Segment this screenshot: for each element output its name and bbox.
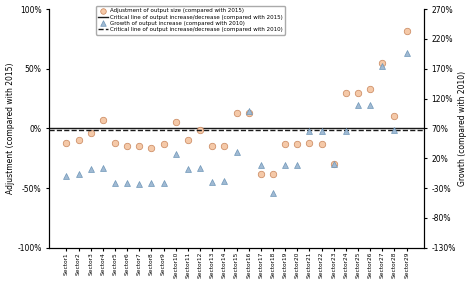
Point (342, 90, 350, 95)
Point (378, 64, 386, 68)
Point (367, 87, 374, 91)
Point (135, 182, 143, 186)
Point (160, 180, 167, 185)
Point (62, 141, 70, 145)
Point (148, 181, 155, 186)
Point (342, 129, 350, 134)
Point (99, 166, 106, 170)
Point (293, 163, 301, 168)
Point (281, 163, 289, 168)
Point (269, 172, 277, 176)
Point (391, 127, 398, 132)
Point (330, 162, 338, 166)
Point (281, 142, 289, 146)
Point (99, 118, 106, 122)
Point (257, 163, 264, 168)
Point (233, 150, 240, 154)
Point (111, 181, 119, 186)
Point (306, 141, 313, 145)
Point (378, 60, 386, 65)
Point (367, 102, 374, 107)
Point (75, 172, 82, 177)
Point (318, 142, 325, 146)
Point (160, 142, 167, 146)
Point (220, 179, 228, 183)
Point (111, 141, 119, 145)
Point (391, 114, 398, 119)
Point (123, 144, 131, 149)
Point (403, 28, 411, 33)
Point (172, 152, 180, 156)
Point (87, 167, 95, 171)
Point (354, 90, 362, 95)
Legend: Adjustment of output size (compared with 2015), Critical line of output increase: Adjustment of output size (compared with… (96, 6, 285, 35)
Point (135, 144, 143, 149)
Point (220, 144, 228, 149)
Point (209, 144, 216, 149)
Point (184, 138, 192, 143)
Point (245, 108, 253, 113)
Point (330, 162, 338, 166)
Point (184, 167, 192, 171)
Point (354, 102, 362, 107)
Point (269, 191, 277, 195)
Point (62, 174, 70, 178)
Point (403, 50, 411, 55)
Point (87, 131, 95, 135)
Point (148, 145, 155, 150)
Y-axis label: Growth (compared with 2010): Growth (compared with 2010) (458, 71, 467, 186)
Point (209, 180, 216, 184)
Point (172, 120, 180, 125)
Point (75, 138, 82, 143)
Point (318, 129, 325, 134)
Point (245, 111, 253, 115)
Point (123, 181, 131, 186)
Point (293, 142, 301, 146)
Point (257, 172, 264, 176)
Point (196, 127, 204, 132)
Point (233, 111, 240, 115)
Point (306, 129, 313, 134)
Y-axis label: Adjustment (compared with 2015): Adjustment (compared with 2015) (6, 63, 15, 194)
Point (196, 166, 204, 170)
